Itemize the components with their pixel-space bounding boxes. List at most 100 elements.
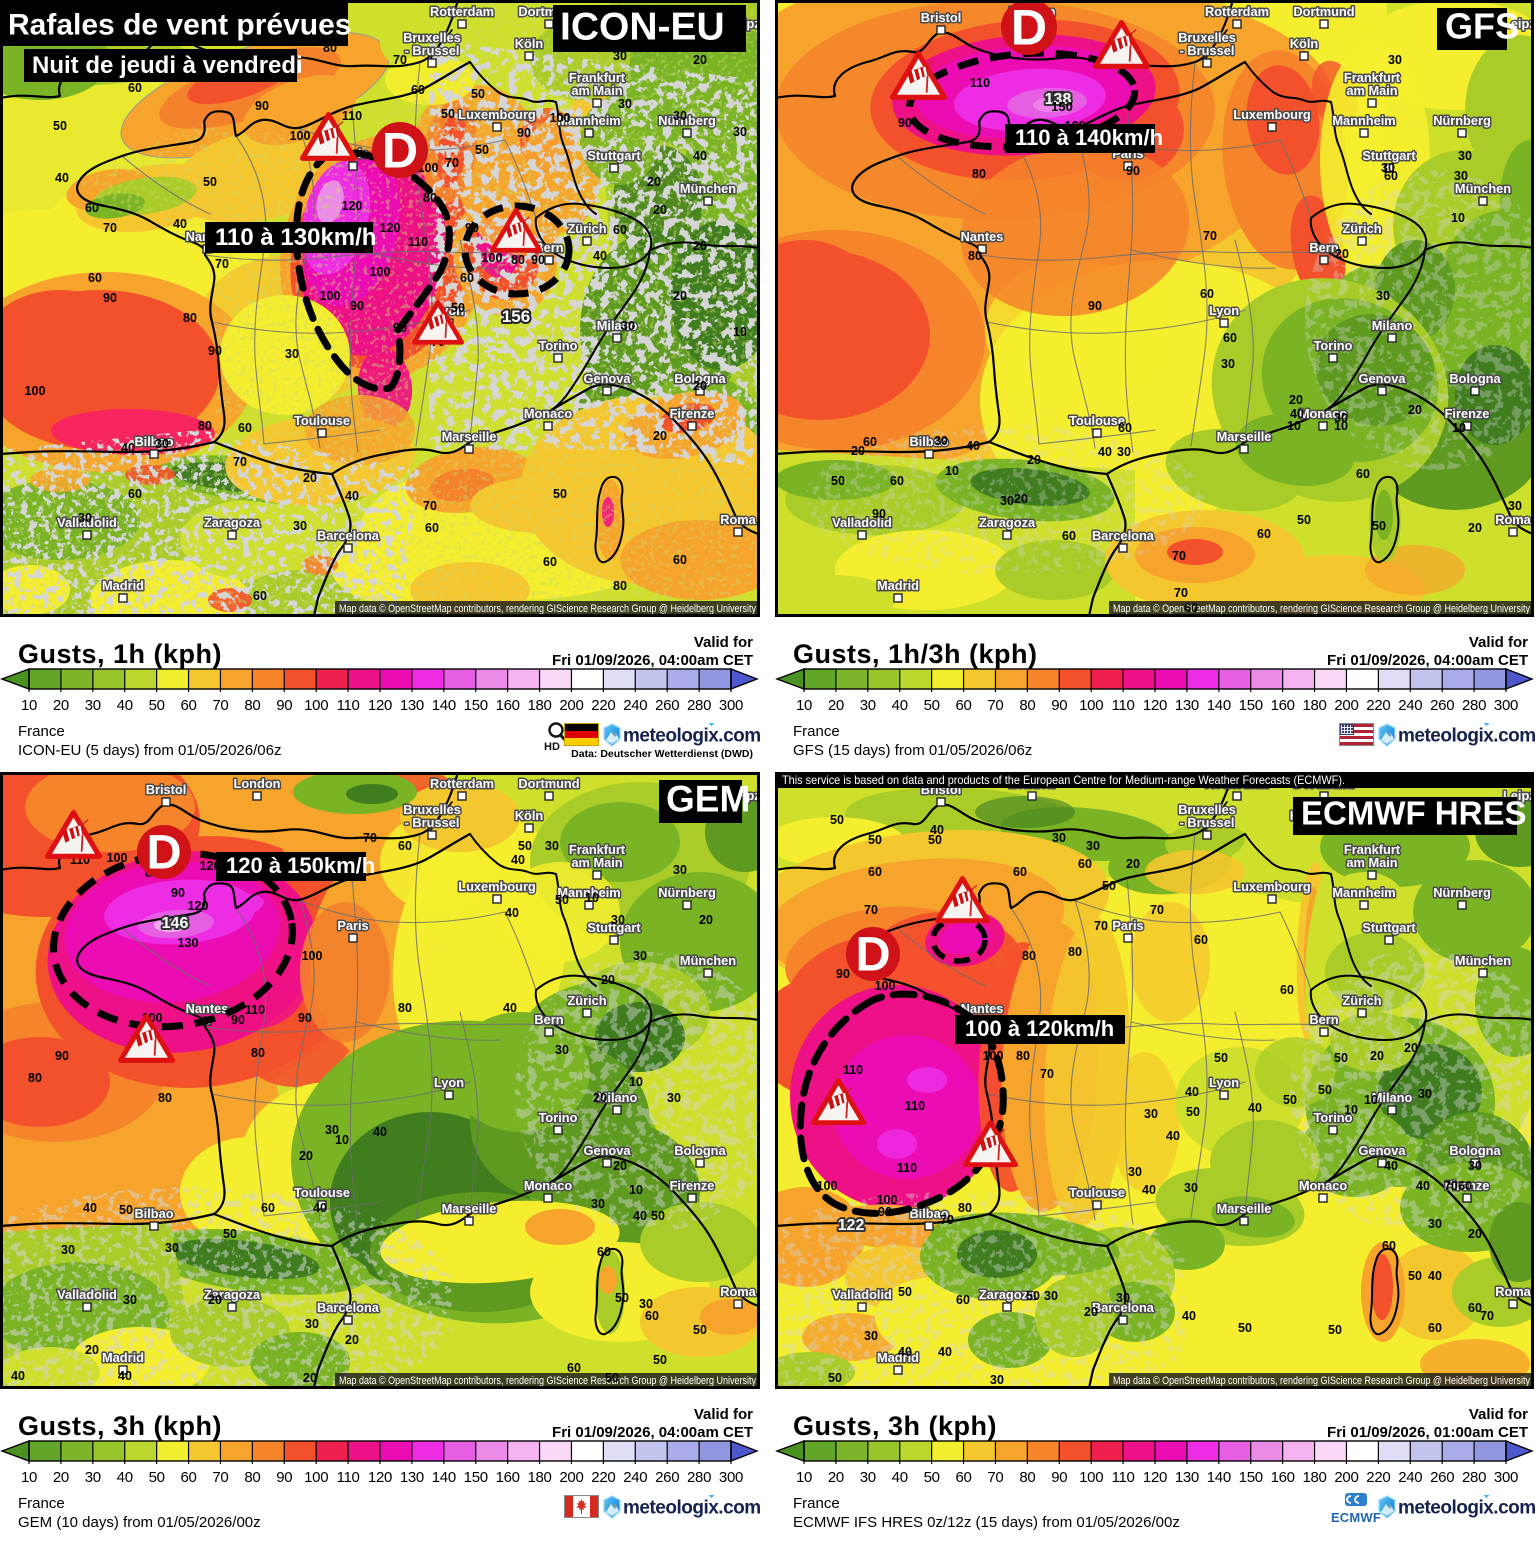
svg-text:Map data © OpenStreetMap contr: Map data © OpenStreetMap contributors, r… — [1113, 603, 1530, 615]
svg-text:40: 40 — [511, 853, 525, 867]
svg-text:Madrid: Madrid — [877, 1350, 919, 1365]
svg-text:HD: HD — [544, 741, 560, 753]
svg-text:20: 20 — [1084, 1305, 1098, 1319]
svg-text:Roma: Roma — [720, 512, 756, 527]
svg-text:60: 60 — [863, 435, 877, 449]
svg-text:Genova: Genova — [584, 371, 632, 386]
svg-text:70: 70 — [1174, 586, 1188, 600]
svg-text:Torino: Torino — [539, 338, 578, 353]
svg-text:30: 30 — [611, 913, 625, 927]
svg-text:120 à 150km/h: 120 à 150km/h — [226, 853, 375, 878]
svg-text:80: 80 — [1022, 949, 1036, 963]
svg-text:30: 30 — [621, 319, 635, 333]
svg-text:60: 60 — [890, 474, 904, 488]
svg-text:50: 50 — [149, 697, 165, 714]
svg-text:50: 50 — [830, 813, 844, 827]
svg-text:10: 10 — [796, 697, 812, 714]
svg-text:70: 70 — [1480, 1309, 1494, 1323]
svg-text:100: 100 — [107, 851, 128, 865]
svg-text:80: 80 — [251, 1046, 265, 1060]
svg-text:Lyon: Lyon — [1209, 1075, 1239, 1090]
svg-text:meteologix.com: meteologix.com — [623, 726, 761, 747]
svg-text:Barcelona: Barcelona — [317, 528, 380, 543]
svg-text:Roma: Roma — [720, 1284, 756, 1299]
svg-text:10: 10 — [21, 697, 37, 714]
svg-text:60: 60 — [1257, 527, 1271, 541]
svg-text:60: 60 — [956, 697, 972, 714]
svg-text:Marseille: Marseille — [1217, 1201, 1272, 1216]
svg-text:Paris: Paris — [1112, 918, 1143, 933]
svg-text:Bilbao: Bilbao — [134, 434, 173, 449]
svg-text:Marseille: Marseille — [442, 1201, 497, 1216]
svg-text:60: 60 — [460, 271, 474, 285]
svg-text:20: 20 — [345, 1333, 359, 1347]
svg-text:120: 120 — [342, 199, 363, 213]
svg-text:Rotterdam: Rotterdam — [430, 4, 494, 19]
svg-text:20: 20 — [699, 913, 713, 927]
svg-text:10: 10 — [629, 1075, 643, 1089]
svg-text:60: 60 — [1428, 1321, 1442, 1335]
svg-text:Madrid: Madrid — [102, 578, 144, 593]
svg-text:30: 30 — [123, 1293, 137, 1307]
svg-text:30: 30 — [325, 1123, 339, 1137]
svg-text:am Main: am Main — [1346, 855, 1397, 870]
svg-text:20: 20 — [53, 1469, 69, 1486]
svg-text:70: 70 — [233, 455, 247, 469]
svg-text:Monaco: Monaco — [524, 1178, 573, 1193]
svg-text:Bilbao: Bilbao — [134, 1206, 173, 1221]
svg-text:Dortmund: Dortmund — [1293, 4, 1354, 19]
svg-text:50: 50 — [615, 1291, 629, 1305]
svg-text:Map data © OpenStreetMap contr: Map data © OpenStreetMap contributors, r… — [339, 1375, 756, 1387]
svg-text:80: 80 — [1068, 945, 1082, 959]
svg-text:280: 280 — [687, 697, 711, 714]
svg-text:Nürnberg: Nürnberg — [1433, 113, 1491, 128]
svg-text:120: 120 — [380, 221, 401, 235]
svg-text:70: 70 — [212, 1469, 228, 1486]
svg-text:Paris: Paris — [1112, 918, 1143, 933]
svg-text:220: 220 — [591, 697, 615, 714]
svg-text:260: 260 — [655, 697, 679, 714]
svg-text:Leipzig: Leipzig — [1503, 16, 1534, 31]
svg-text:50: 50 — [555, 893, 569, 907]
svg-text:70: 70 — [940, 1213, 954, 1227]
svg-text:100: 100 — [1079, 697, 1103, 714]
svg-text:50: 50 — [1186, 1105, 1200, 1119]
svg-text:180: 180 — [1302, 1469, 1326, 1486]
svg-text:50: 50 — [441, 107, 455, 121]
svg-text:70: 70 — [1172, 549, 1186, 563]
svg-text:Nantes: Nantes — [186, 1001, 229, 1016]
svg-text:30: 30 — [293, 519, 307, 533]
svg-text:München: München — [1455, 181, 1511, 196]
svg-text:30: 30 — [155, 437, 169, 451]
svg-text:Lyon: Lyon — [1209, 1075, 1239, 1090]
svg-text:120: 120 — [368, 1469, 392, 1486]
svg-text:Nantes: Nantes — [961, 1001, 1004, 1016]
svg-text:300: 300 — [719, 697, 743, 714]
svg-text:60: 60 — [1194, 933, 1208, 947]
svg-text:100: 100 — [875, 979, 896, 993]
svg-text:100: 100 — [304, 697, 328, 714]
svg-text:100: 100 — [983, 1049, 1004, 1063]
svg-text:10: 10 — [21, 1469, 37, 1486]
svg-text:meteologix.com: meteologix.com — [1398, 1498, 1536, 1519]
svg-text:Torino: Torino — [1314, 338, 1353, 353]
svg-text:60: 60 — [1382, 1239, 1396, 1253]
svg-text:10: 10 — [335, 1133, 349, 1147]
svg-text:Dortmund: Dortmund — [518, 776, 579, 791]
svg-text:Valladolid: Valladolid — [57, 515, 117, 530]
svg-text:Monaco: Monaco — [1299, 1178, 1348, 1193]
svg-text:Mannheim: Mannheim — [1332, 113, 1395, 128]
svg-text:Bruxelles: Bruxelles — [1178, 30, 1236, 45]
svg-text:Barcelona: Barcelona — [317, 1300, 380, 1315]
svg-text:Milano: Milano — [597, 1090, 638, 1105]
svg-text:30: 30 — [667, 1091, 681, 1105]
svg-text:60: 60 — [1184, 601, 1198, 615]
svg-text:160: 160 — [496, 697, 520, 714]
svg-text:50: 50 — [605, 1371, 619, 1385]
svg-text:10: 10 — [796, 1469, 812, 1486]
svg-text:Bristol: Bristol — [921, 10, 962, 25]
svg-text:Milano: Milano — [1372, 318, 1413, 333]
svg-text:50: 50 — [928, 833, 942, 847]
svg-text:70: 70 — [103, 221, 117, 235]
svg-text:Nuit de jeudi à vendredi: Nuit de jeudi à vendredi — [32, 52, 303, 79]
